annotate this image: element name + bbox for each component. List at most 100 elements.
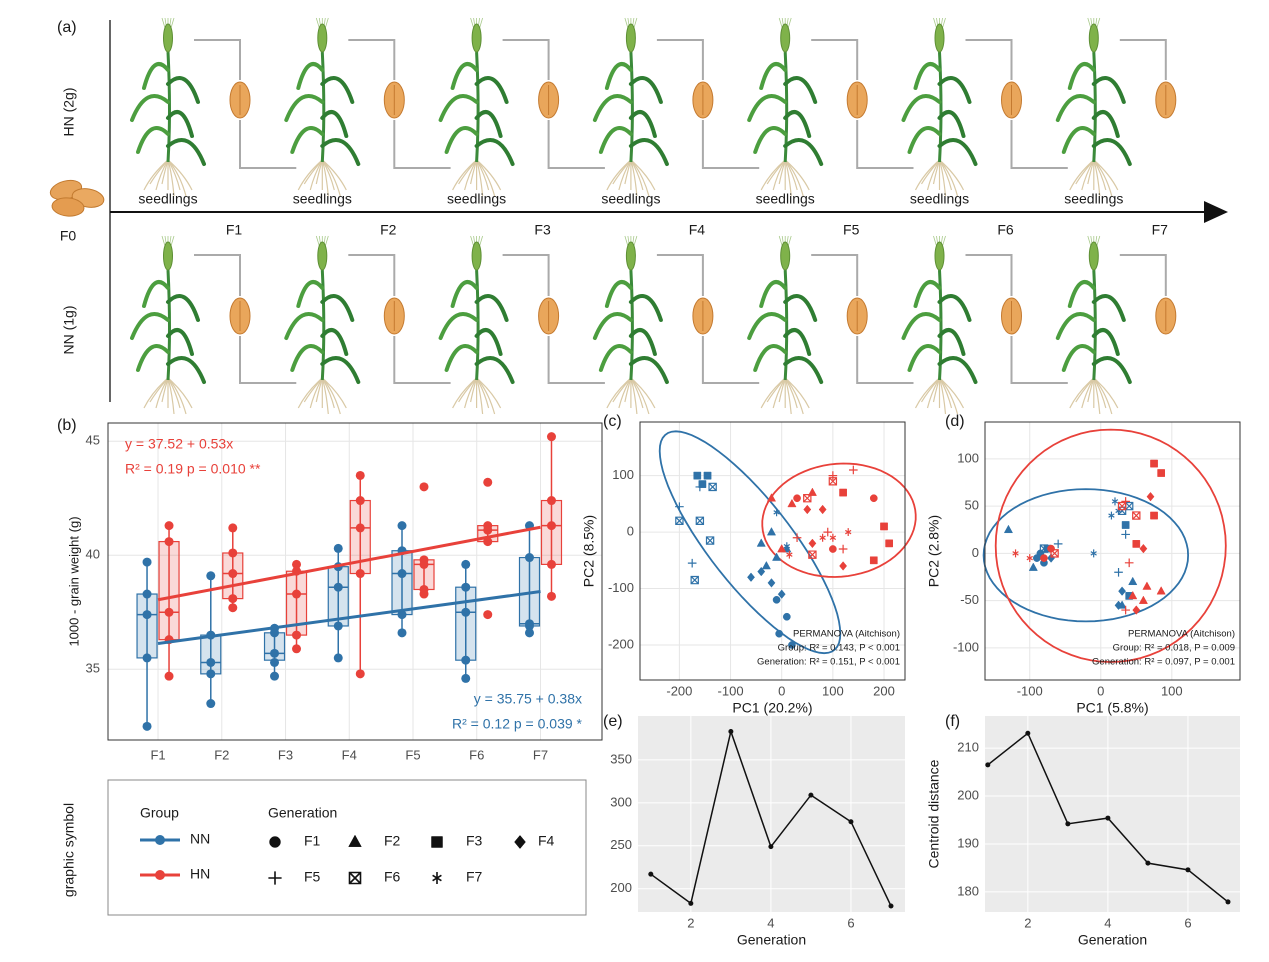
point: [228, 603, 238, 613]
spike: [317, 23, 328, 53]
point: [757, 566, 766, 577]
panel-label: (c): [603, 413, 622, 430]
root: [1087, 377, 1095, 403]
leaf: [753, 126, 788, 154]
root: [1093, 159, 1119, 191]
point: [483, 537, 493, 547]
awn: [624, 17, 629, 29]
root: [470, 159, 478, 185]
leaf: [474, 110, 503, 138]
point: [728, 728, 734, 734]
y-tick-label: 0: [972, 545, 979, 560]
stem: [166, 269, 171, 381]
leaf: [474, 138, 515, 166]
leaf: [628, 294, 663, 322]
point: [768, 844, 774, 850]
root: [321, 377, 347, 409]
connector: [811, 39, 859, 80]
y-tick-label: -200: [608, 636, 634, 651]
point: [397, 610, 407, 620]
confidence-ellipse: [658, 430, 842, 655]
leaf: [290, 344, 325, 372]
x-axis-label: PC1 (20.2%): [732, 700, 812, 716]
leaf: [747, 312, 788, 340]
root: [784, 377, 810, 409]
leaf: [937, 110, 966, 138]
point: [142, 557, 152, 567]
connector: [239, 120, 297, 169]
awn: [778, 235, 783, 247]
point: [1012, 549, 1019, 558]
point: [788, 641, 796, 649]
legend-label: F3: [466, 833, 483, 849]
point: [690, 575, 699, 585]
root: [932, 159, 941, 185]
x-tick-label: 2: [687, 915, 694, 930]
point: [461, 673, 471, 683]
point: [773, 508, 780, 517]
connector: [239, 336, 297, 384]
point: [775, 629, 784, 638]
generation-label: F2: [380, 222, 397, 238]
legend-label: F1: [304, 833, 321, 849]
point: [1114, 600, 1123, 611]
plant: [130, 17, 206, 197]
point: [648, 871, 654, 877]
point: [1047, 544, 1055, 553]
point: [228, 569, 238, 579]
point: [808, 792, 814, 798]
generation-label: F6: [997, 222, 1014, 238]
panel-label: (b): [57, 417, 77, 434]
legend-heading: Group: [140, 805, 179, 821]
leaf: [320, 294, 355, 322]
leaf: [628, 328, 657, 356]
annotation: Group: R² = 0.143, P < 0.001: [778, 643, 900, 654]
awn: [479, 235, 483, 247]
leaf: [290, 126, 325, 154]
stem: [475, 51, 480, 163]
point: [546, 432, 556, 442]
awn: [1087, 235, 1092, 247]
connector: [393, 120, 451, 169]
point: [1185, 867, 1191, 873]
x-tick-label: -100: [1017, 683, 1043, 698]
point: [1139, 543, 1148, 554]
point: [1150, 511, 1158, 520]
root: [926, 377, 941, 409]
point: [333, 543, 343, 553]
root: [155, 159, 169, 191]
leaf: [753, 344, 788, 372]
root: [939, 377, 965, 409]
spike: [163, 241, 173, 271]
point: [142, 610, 152, 620]
legend-label: F6: [384, 869, 401, 885]
point: [1128, 590, 1138, 600]
leaf: [783, 76, 818, 104]
awn: [470, 17, 474, 29]
root: [1093, 377, 1101, 415]
y-tick-label: 180: [957, 883, 979, 898]
point: [687, 558, 697, 568]
plot-border: [984, 421, 1241, 681]
root: [618, 377, 632, 409]
point: [792, 533, 802, 543]
x-tick-label: F1: [150, 747, 165, 762]
root: [630, 377, 656, 409]
connector: [1010, 336, 1068, 384]
y-tick-label: 250: [610, 837, 632, 852]
root: [939, 159, 965, 191]
leaf: [444, 126, 479, 154]
point: [747, 572, 755, 582]
leaf: [598, 344, 633, 372]
root: [464, 159, 478, 191]
leaf: [901, 312, 942, 340]
point: [397, 521, 407, 531]
point: [461, 607, 471, 617]
root: [778, 377, 786, 403]
connector: [656, 39, 704, 80]
point: [1053, 539, 1063, 549]
x-tick-label: 100: [1161, 683, 1183, 698]
box: [391, 550, 413, 616]
connector: [194, 39, 241, 80]
point: [164, 607, 174, 617]
